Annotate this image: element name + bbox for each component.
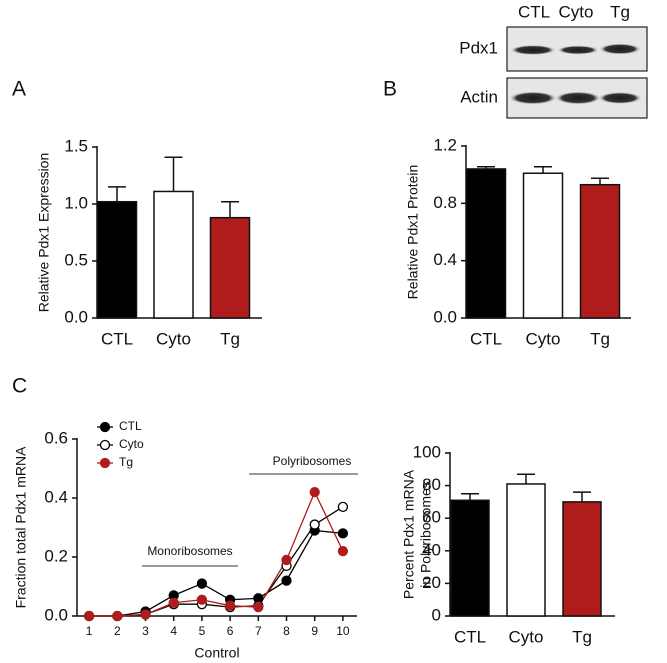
legend-marker (99, 439, 111, 451)
marker (281, 554, 292, 566)
panel-label: B (383, 78, 397, 101)
x-tick-label: 4 (170, 624, 177, 638)
marker (309, 519, 320, 530)
legend-label: Cyto (119, 437, 144, 451)
x-tick-label: 2 (114, 624, 121, 638)
x-tick-label: 1 (86, 624, 93, 638)
blot-band (557, 45, 599, 55)
marker (224, 600, 236, 611)
lane-label: CTL (518, 2, 550, 21)
y-tick-label: 0.0 (433, 307, 457, 326)
series-line (89, 506, 344, 617)
x-tick-label: CTL (101, 329, 133, 348)
y-tick-label: 0.6 (44, 428, 68, 447)
lane-label: Tg (610, 2, 630, 21)
x-tick-label: CTL (454, 627, 486, 646)
annotation: Monoribosomes (147, 544, 232, 558)
lane-label: Cyto (559, 2, 594, 21)
y-axis-title: in Polyribosomes (418, 481, 434, 588)
bar (579, 183, 621, 319)
x-tick-label: Cyto (156, 329, 191, 348)
marker (196, 594, 208, 605)
blot-band (599, 43, 641, 55)
panel-label: A (12, 78, 26, 101)
bar (522, 172, 564, 319)
marker (196, 578, 208, 589)
x-tick-label: 10 (336, 624, 350, 638)
y-axis-title: Relative Pdx1 Expression (36, 153, 52, 313)
y-tick-label: 1.0 (64, 193, 88, 212)
y-tick-label: 0 (432, 605, 441, 624)
legend-label: Tg (119, 455, 133, 469)
y-tick-label: 0.4 (433, 250, 457, 269)
y-tick-label: 1.5 (64, 136, 88, 155)
legend-marker (99, 421, 111, 433)
marker (337, 501, 349, 513)
y-tick-label: 0.2 (44, 546, 68, 565)
marker (112, 610, 123, 622)
blot-band (555, 91, 601, 105)
x-tick-label: 9 (311, 624, 318, 638)
bar (450, 499, 490, 617)
marker (281, 575, 292, 586)
x-tick-label: Tg (572, 627, 592, 646)
y-tick-label: 0.0 (64, 307, 88, 326)
blot-band (510, 45, 556, 55)
x-tick-label: 5 (199, 624, 206, 638)
x-tick-label: Cyto (526, 329, 561, 348)
bar (562, 501, 602, 617)
bar (96, 200, 138, 319)
panel-label: C (12, 375, 27, 398)
x-tick-label: 3 (142, 624, 149, 638)
y-tick-label: 0.4 (44, 487, 68, 506)
y-tick-label: 40 (422, 540, 441, 559)
y-axis-title: Fraction total Pdx1 mRNA (13, 446, 29, 608)
row-label: Pdx1 (459, 38, 498, 57)
y-axis-title: Percent Pdx1 mRNA (401, 469, 417, 599)
marker (168, 597, 179, 608)
bar (465, 168, 507, 319)
y-tick-label: 20 (422, 573, 441, 592)
y-tick-label: 1.2 (433, 135, 457, 154)
marker (337, 528, 349, 539)
marker (309, 486, 320, 498)
row-label: Actin (460, 87, 498, 106)
x-tick-label: Cyto (509, 627, 544, 646)
x-tick-label: 6 (227, 624, 234, 638)
y-tick-label: 0.5 (64, 250, 88, 269)
legend-marker (99, 457, 111, 469)
marker (337, 545, 349, 557)
bar (209, 216, 251, 319)
series-line (89, 490, 344, 617)
x-tick-label: 8 (283, 624, 290, 638)
y-tick-label: 0.0 (44, 605, 68, 624)
annotation: Polyribosomes (273, 454, 352, 468)
x-tick-label: Tg (220, 329, 240, 348)
y-tick-label: 60 (422, 508, 441, 527)
x-axis-title: Control (194, 645, 239, 661)
marker (140, 609, 151, 620)
bar (506, 483, 546, 617)
x-tick-label: Tg (590, 329, 610, 348)
y-tick-label: 80 (422, 475, 441, 494)
y-axis-title: Relative Pdx1 Protein (405, 165, 421, 300)
x-tick-label: CTL (470, 329, 502, 348)
y-tick-label: 100 (413, 442, 441, 461)
marker (83, 610, 95, 622)
bar (153, 190, 194, 319)
legend-label: CTL (119, 419, 142, 433)
blot-band (509, 91, 557, 105)
marker (253, 602, 264, 613)
series-line (89, 529, 343, 617)
blot-band (598, 92, 642, 104)
y-tick-label: 0.8 (433, 193, 457, 212)
western-blot: CTL Cyto Tg Pdx1 Actin (459, 2, 648, 119)
x-tick-label: 7 (255, 624, 262, 638)
